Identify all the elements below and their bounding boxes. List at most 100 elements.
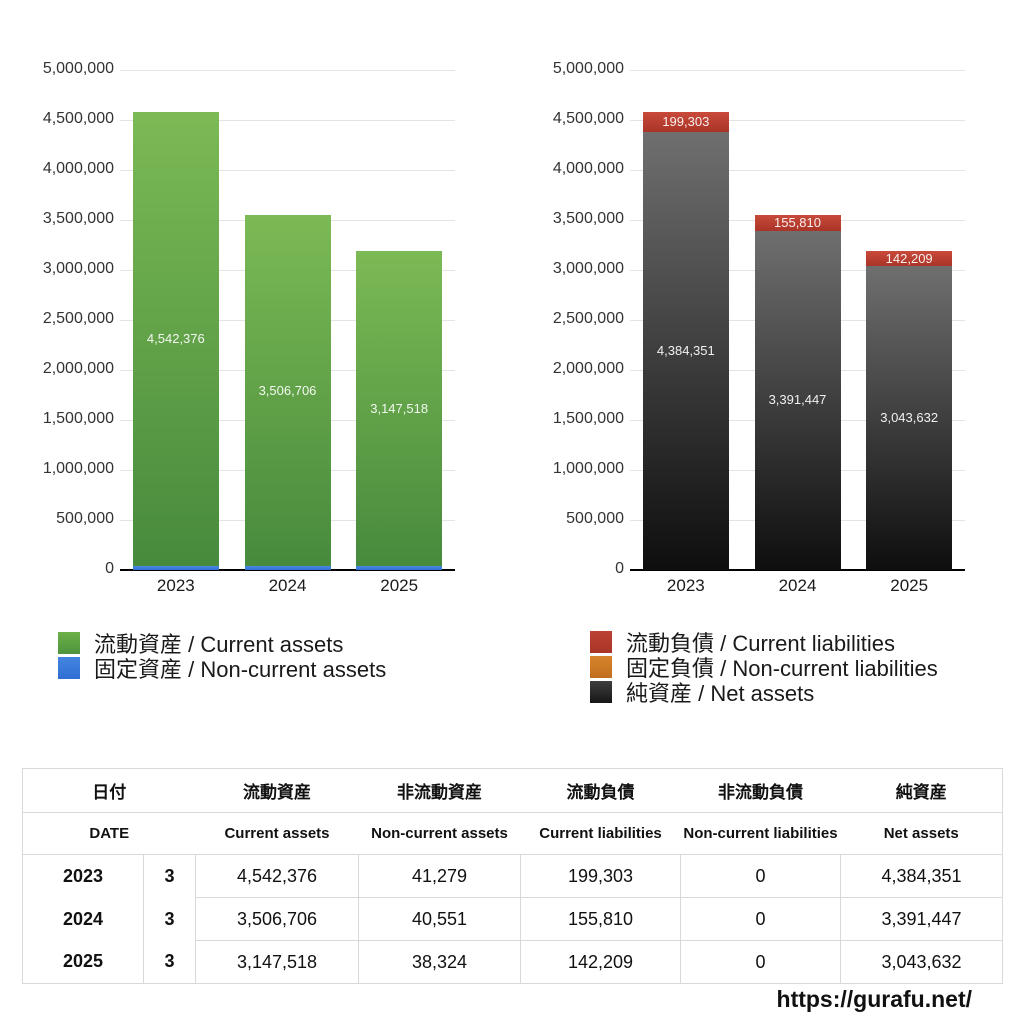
y-axis-tick-label: 2,500,000: [42, 310, 114, 327]
table-cell-month: 3: [143, 940, 196, 984]
table-header-cell: DATE: [22, 812, 196, 855]
table-cell: 142,209: [520, 940, 681, 984]
legend-label: 流動負債 / Current liabilities: [626, 630, 895, 656]
y-axis-tick-label: 2,000,000: [552, 360, 624, 377]
gridline: [120, 70, 455, 71]
table-cell: 0: [680, 897, 841, 941]
legend-label: 流動資産 / Current assets: [94, 631, 344, 657]
legend-swatch: [590, 680, 612, 703]
legend-swatch: [58, 656, 80, 679]
y-axis-tick-label: 3,000,000: [42, 260, 114, 277]
table-cell: 3,043,632: [840, 940, 1003, 984]
table-cell: 3,391,447: [840, 897, 1003, 941]
y-axis-tick-label: 3,500,000: [552, 210, 624, 227]
table-cell: 199,303: [520, 854, 681, 898]
legend-item: 固定負債 / Non-current liabilities: [590, 654, 938, 681]
table-cell: 38,324: [358, 940, 521, 984]
balance-table: 日付 流動資産 非流動資産 流動負債 非流動負債 純資産 DATE Current asset…: [22, 768, 1003, 984]
y-axis-tick-label: 1,500,000: [552, 410, 624, 427]
table-header-cell: Current liabilities: [520, 812, 681, 855]
legend-label: 固定資産 / Non-current assets: [94, 656, 387, 682]
y-axis-tick-label: 1,000,000: [42, 460, 114, 477]
y-axis-tick-label: 5,000,000: [552, 60, 624, 77]
bar-segment: [642, 131, 729, 570]
table-header-cell: 非流動負債: [680, 768, 841, 813]
table-cell: 0: [680, 940, 841, 984]
legend-swatch: [590, 655, 612, 678]
bar-segment: [356, 566, 443, 570]
site-url: https://gurafu.net/: [776, 986, 972, 1012]
bar-segment-label: 142,209: [885, 250, 933, 266]
y-axis-tick-label: 0: [105, 560, 114, 577]
table-header-cell: Current assets: [195, 812, 359, 855]
x-axis-tick-label: 2025: [380, 576, 419, 595]
table-cell-year: 2023: [62, 865, 104, 886]
bar-segment: [642, 111, 729, 132]
table-header-cell: 流動負債: [520, 768, 681, 813]
table-cell: 4,384,351: [840, 854, 1003, 898]
axis-line: [120, 569, 455, 571]
table-cell: 4,542,376: [195, 854, 359, 898]
table-cell: 0: [680, 854, 841, 898]
legend-item: 流動資産 / Current assets: [58, 630, 386, 657]
x-axis-tick-label: 2025: [890, 576, 929, 595]
bar-segment: [356, 251, 443, 567]
bar-segment: [132, 565, 219, 570]
table-cell: 40,551: [358, 897, 521, 941]
table-cell-year: 2024: [62, 908, 104, 929]
x-axis-tick-label: 2024: [778, 576, 817, 595]
bar-segment-label: 4,384,351: [656, 342, 715, 358]
y-axis-tick-label: 2,500,000: [552, 310, 624, 327]
legend-label: 固定負債 / Non-current liabilities: [626, 655, 938, 681]
table-cell: 41,279: [358, 854, 521, 898]
legend-item: 固定資産 / Non-current assets: [58, 655, 386, 682]
y-axis-tick-label: 3,500,000: [42, 210, 114, 227]
bar-segment-label: 3,043,632: [880, 409, 939, 425]
y-axis-tick-label: 0: [615, 560, 624, 577]
axis-line: [630, 569, 965, 571]
table-cell-month: 3: [143, 897, 196, 941]
gridline: [120, 170, 455, 171]
bar-segment-label: 155,810: [774, 215, 821, 231]
table-header-cell: Net assets: [840, 812, 1003, 855]
bar-segment: [866, 251, 953, 266]
table-cell: 155,810: [520, 897, 681, 941]
table-cell: 3,147,518: [195, 940, 359, 984]
bar-segment: [132, 111, 219, 566]
y-axis-tick-label: 5,000,000: [42, 60, 114, 77]
gridline: [120, 120, 455, 121]
y-axis-tick-label: 1,500,000: [42, 410, 114, 427]
table-row: 2023 3 4,542,376 41,279 199,303 0 4,384,351: [23, 854, 1003, 898]
gridline: [630, 70, 965, 71]
table-header-cell: Non-current assets: [358, 812, 521, 855]
y-axis-tick-label: 3,000,000: [552, 260, 624, 277]
table-header-cell: Non-current liabilities: [680, 812, 841, 855]
table-cell: 3,506,706: [195, 897, 359, 941]
table-header-cell: 純資産: [840, 768, 1003, 813]
y-axis-tick-label: 4,500,000: [552, 110, 624, 127]
x-axis-tick-label: 2023: [666, 576, 705, 595]
bar-segment-label: 3,391,447: [768, 392, 827, 408]
y-axis-tick-label: 4,000,000: [42, 160, 114, 177]
x-axis-tick-label: 2023: [156, 576, 195, 595]
bar-segment-label: 3,506,706: [258, 382, 317, 398]
assets-legend: 流動資産 / Current assets 固定資産 / Non-current …: [58, 630, 386, 682]
y-axis-tick-label: 500,000: [56, 510, 114, 527]
x-axis-tick-label: 2024: [268, 576, 307, 595]
y-axis-tick-label: 2,000,000: [42, 360, 114, 377]
gridline: [630, 170, 965, 171]
bar-segment: [754, 230, 841, 570]
legend-swatch: [58, 631, 80, 654]
bar-segment-label: 199,303: [662, 113, 710, 129]
bar-segment: [244, 215, 331, 566]
legend-label: 純資産 / Net assets: [626, 680, 815, 706]
bar-segment: [244, 565, 331, 570]
table-header-cell: 日付: [22, 768, 196, 813]
bar-segment-label: 4,542,376: [146, 330, 205, 346]
y-axis-tick-label: 500,000: [566, 510, 624, 527]
table-header-cell: 流動資産: [195, 768, 359, 813]
table-header-cell: 非流動資産: [358, 768, 521, 813]
